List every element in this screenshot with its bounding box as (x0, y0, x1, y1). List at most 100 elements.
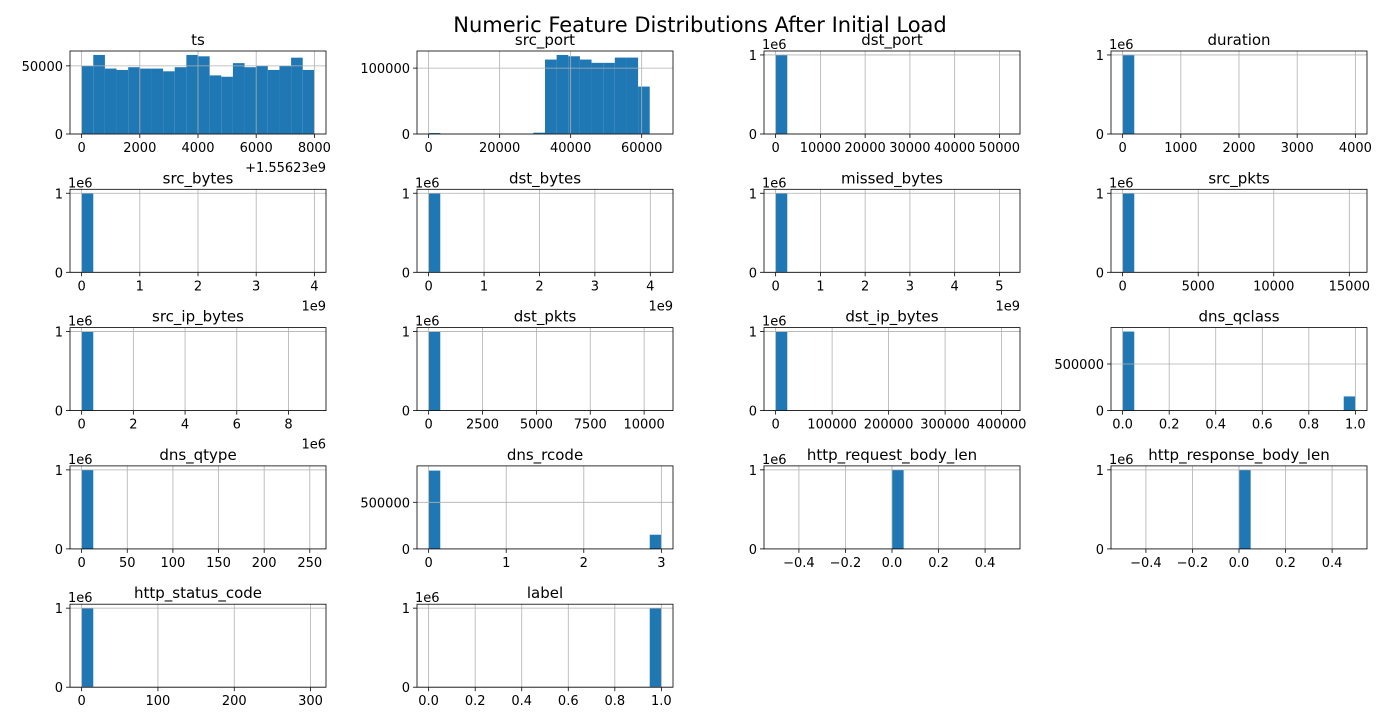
x-tick-label: 0.2 (1159, 418, 1180, 433)
x-tick-label: 40000 (934, 141, 975, 156)
bar (1122, 54, 1135, 135)
subplot: 0 1 2 3 4 0 1 src_bytes 1e6 1e9 (55, 169, 327, 314)
x-tick-label: 7500 (574, 418, 607, 433)
bar (638, 86, 650, 134)
bar (568, 56, 580, 135)
subplot: −0.4 −0.2 0.0 0.2 0.4 0 1 http_response_body_le… (1096, 446, 1368, 571)
y-tick-label: 1 (402, 602, 410, 617)
y-tick-label: 1 (55, 602, 63, 617)
x-tick-label: 300000 (920, 418, 970, 433)
bar (128, 67, 140, 134)
y-offset-label: 1e6 (415, 591, 440, 606)
axes-frame (69, 327, 327, 412)
x-tick-label: 200 (222, 694, 247, 709)
x-tick-label: 0.4 (975, 556, 996, 571)
x-tick-label: 4 (181, 418, 189, 433)
y-tick-label: 0 (55, 405, 63, 420)
axes-frame (69, 50, 327, 135)
y-tick-label: 0 (402, 266, 410, 281)
y-tick-label: 1 (55, 187, 63, 202)
subplot: 0 2500 5000 7500 10000 0 1 dst_pkts 1e6 (402, 308, 674, 433)
x-tick-label: 0 (424, 279, 432, 294)
subplot-title: missed_bytes (841, 169, 943, 188)
y-tick-label: 0 (1096, 543, 1104, 558)
x-tick-label: 15000 (1329, 279, 1370, 294)
y-tick-label: 1 (1096, 187, 1104, 202)
bar (1122, 331, 1135, 411)
bar (163, 71, 175, 134)
y-offset-label: 1e6 (762, 38, 787, 53)
subplot: 0 1 2 3 4 0 1 dst_bytes 1e6 1e9 (402, 169, 674, 314)
x-tick-label: 1 (480, 279, 488, 294)
x-tick-label: 0.0 (418, 694, 439, 709)
x-tick-label: 6 (233, 418, 241, 433)
bar (104, 68, 117, 134)
subplot: 0 5000 10000 15000 0 1 src_pkts 1e6 (1096, 169, 1370, 294)
bar (428, 133, 441, 134)
x-tick-label: 50000 (979, 141, 1020, 156)
bar (81, 331, 94, 411)
subplot: 0.0 0.2 0.4 0.6 0.8 1.0 0 1 label 1e6 (402, 584, 674, 709)
x-tick-label: 8000 (298, 141, 331, 156)
x-tick-label: 100000 (807, 418, 857, 433)
x-tick-label: 250 (297, 556, 322, 571)
axes-frame (69, 603, 327, 688)
x-tick-label: 10000 (623, 418, 664, 433)
bar (428, 470, 441, 549)
bar (279, 65, 292, 134)
bar (139, 68, 152, 134)
bar (151, 68, 164, 134)
x-tick-label: 0 (1118, 279, 1126, 294)
bar (579, 59, 592, 134)
x-tick-label: 5 (995, 279, 1003, 294)
y-tick-label: 0 (749, 128, 757, 143)
y-tick-label: 0 (55, 681, 63, 696)
x-tick-label: 100 (146, 694, 171, 709)
bar (545, 59, 557, 134)
bar (174, 67, 187, 134)
x-tick-label: 0.0 (1112, 418, 1133, 433)
x-tick-label: 2000 (1222, 141, 1255, 156)
y-offset-label: 1e6 (415, 315, 440, 330)
x-tick-label: −0.2 (830, 556, 862, 571)
x-tick-label: 4 (310, 279, 318, 294)
y-tick-label: 0 (1096, 266, 1104, 281)
x-tick-label: 2 (861, 279, 869, 294)
subplot-title: dst_pkts (514, 308, 577, 327)
x-tick-label: −0.4 (1130, 556, 1162, 571)
y-offset-label: 1e6 (68, 453, 93, 468)
bar (81, 193, 94, 273)
y-offset-label: 1e6 (762, 176, 787, 191)
axes-frame (69, 188, 327, 273)
x-tick-label: 2 (129, 418, 137, 433)
x-tick-label: 0.0 (1229, 556, 1250, 571)
bar (775, 54, 788, 135)
bar (244, 67, 257, 134)
subplot-title: src_ip_bytes (152, 308, 244, 327)
x-offset-label: +1.55623e9 (245, 161, 326, 176)
x-tick-label: 0 (771, 418, 779, 433)
bar (775, 331, 788, 411)
bar (533, 132, 545, 134)
subplot-title: src_pkts (1208, 169, 1269, 188)
x-tick-label: 0.4 (1205, 418, 1226, 433)
y-tick-label: 1 (402, 326, 410, 341)
y-offset-label: 1e6 (68, 176, 93, 191)
y-tick-label: 1 (749, 326, 757, 341)
bar (256, 65, 268, 134)
subplot: 0 1000 2000 3000 4000 0 1 duration 1e6 (1096, 31, 1372, 156)
axes-frame (416, 603, 674, 688)
x-tick-label: 0.6 (558, 694, 579, 709)
y-tick-label: 1 (1096, 49, 1104, 64)
bar (186, 54, 198, 135)
x-tick-label: 0.2 (465, 694, 486, 709)
x-tick-label: 0.4 (1322, 556, 1343, 571)
bar (591, 62, 604, 134)
x-tick-label: 1 (502, 556, 510, 571)
x-tick-label: 400000 (977, 418, 1027, 433)
x-tick-label: 4000 (1339, 141, 1372, 156)
bar (221, 76, 233, 134)
x-tick-label: 0.8 (1298, 418, 1319, 433)
x-tick-label: 0.2 (1275, 556, 1296, 571)
y-offset-label: 1e6 (68, 591, 93, 606)
